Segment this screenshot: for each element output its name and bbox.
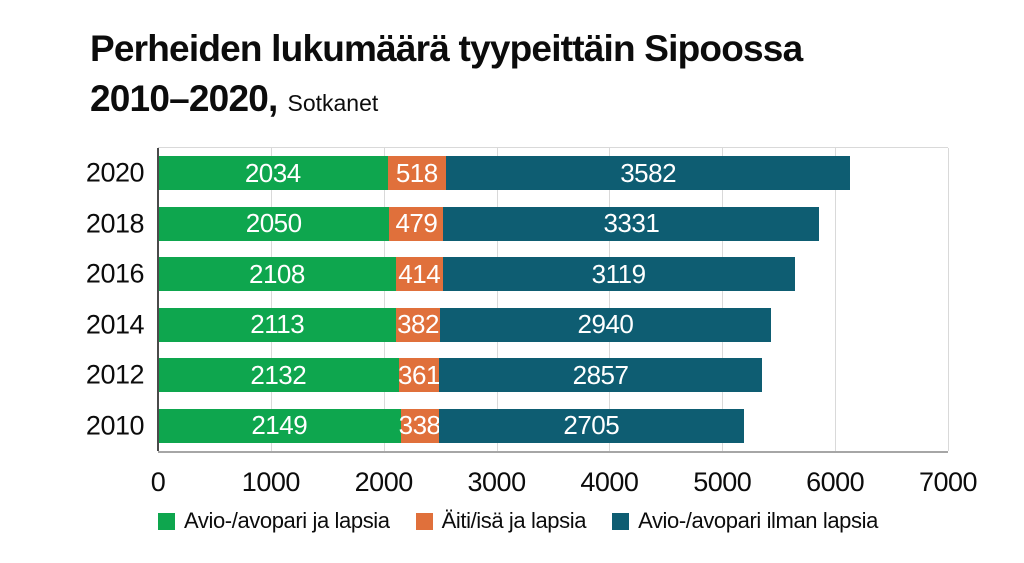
- bar-segment: 479: [389, 206, 444, 241]
- bar-segment: 382: [396, 307, 440, 342]
- x-axis-tick-label: 6000: [806, 467, 865, 497]
- legend-color-swatch: [158, 512, 175, 530]
- bar-segment: 2857: [439, 358, 762, 393]
- bar-value-label: 2108: [249, 258, 305, 289]
- gridline: [948, 148, 949, 451]
- bar-segment: 2132: [158, 358, 399, 393]
- chart-title-line1: Perheiden lukumäärä tyypeittäin Sipoossa: [90, 28, 803, 69]
- legend-item: Avio-/avopari ja lapsia: [158, 508, 390, 534]
- bar-segment: 2113: [158, 307, 397, 342]
- bar-row: 2034 518 3582: [158, 156, 948, 191]
- x-axis-tick-label: 7000: [918, 467, 978, 497]
- gridline: [722, 148, 724, 451]
- stacked-bar: 2149 338 2705: [158, 408, 948, 443]
- bar-segment: 414: [395, 257, 443, 292]
- stacked-bar: 2050 479 3331: [158, 206, 948, 241]
- y-axis-label: 2010: [85, 410, 145, 441]
- bar-value-label: 2050: [245, 208, 302, 239]
- legend-label: Avio-/avopari ilman lapsia: [638, 508, 878, 533]
- x-axis-tick-label: 4000: [580, 467, 639, 497]
- bar-value-label: 2940: [577, 309, 634, 340]
- legend-color-swatch: [415, 512, 433, 530]
- bar-value-label: 2705: [563, 410, 620, 441]
- bar-segment: 2108: [158, 257, 396, 292]
- bar-value-label: 361: [398, 359, 440, 390]
- bar-value-label: 414: [398, 258, 441, 289]
- x-axis-tick-label: 2000: [354, 467, 414, 497]
- bar-segment: 2149: [158, 408, 401, 443]
- legend-color-swatch: [612, 512, 630, 530]
- bar-row: 2149 338 2705: [158, 408, 948, 443]
- legend-label: Äiti/isä ja lapsia: [441, 508, 587, 533]
- gridline: [609, 148, 611, 451]
- y-axis-line: [157, 148, 159, 451]
- bar-segment: 2050: [158, 206, 390, 241]
- bar-value-label: 3119: [591, 258, 646, 289]
- stacked-bar: 2113 382 2940: [158, 307, 948, 342]
- y-axis-label: 2014: [85, 309, 145, 340]
- x-axis-tick-label: 1000: [241, 467, 301, 497]
- bar-segment: 3331: [443, 206, 820, 241]
- bar-segment: 3582: [446, 156, 851, 191]
- bar-row: 2108 414 3119: [158, 257, 948, 292]
- chart-title: Perheiden lukumäärä tyypeittäin Sipoossa…: [90, 24, 803, 128]
- bar-value-label: 2034: [244, 157, 301, 188]
- legend-item: Avio-/avopari ilman lapsia: [612, 508, 878, 534]
- legend-label: Avio-/avopari ja lapsia: [184, 508, 390, 533]
- x-axis-tick-label: 0: [150, 467, 166, 497]
- stacked-bar: 2132 361 2857: [158, 358, 948, 393]
- bar-value-label: 2857: [572, 359, 629, 390]
- chart-title-line2: 2010–2020, Sotkanet: [90, 74, 802, 128]
- x-axis-tick-label: 3000: [467, 467, 527, 497]
- bar-row: 2113 382 2940: [158, 307, 948, 342]
- bar-value-label: 382: [397, 309, 439, 340]
- bar-value-label: 2132: [250, 359, 307, 390]
- y-axis-label: 2018: [85, 208, 145, 239]
- y-axis-label: 2020: [85, 157, 145, 188]
- y-axis-label: 2016: [85, 258, 145, 289]
- plot-area: 0 1000 2000 3000 4000 5000 6000 7000 2034 518 3582…: [86, 147, 978, 497]
- bar-value-label: 3582: [620, 157, 677, 188]
- bar-value-label: 518: [395, 157, 438, 188]
- bar-value-label: 2113: [250, 309, 305, 340]
- chart-title-years: 2010–2020,: [90, 78, 278, 119]
- gridline: [496, 148, 498, 451]
- chart-source-label: Sotkanet: [287, 90, 379, 116]
- gridline: [835, 148, 837, 451]
- bar-segment: 3119: [442, 257, 795, 292]
- x-axis-tick-label: 5000: [693, 467, 752, 497]
- bar-value-label: 479: [395, 208, 438, 239]
- bar-segment: 338: [398, 408, 441, 443]
- stacked-bar: 2034 518 3582: [158, 156, 948, 191]
- bar-segment: 361: [398, 358, 440, 393]
- stacked-bar: 2108 414 3119: [158, 257, 948, 292]
- gridline: [383, 148, 385, 451]
- bar-segment: 518: [387, 156, 446, 191]
- bar-segment: 2705: [438, 408, 744, 443]
- gridline: [270, 148, 272, 451]
- bar-row: 2132 361 2857: [158, 358, 948, 393]
- bar-value-label: 338: [398, 410, 441, 441]
- bar-segment: 2940: [439, 307, 772, 342]
- bar-value-label: 2149: [251, 410, 308, 441]
- chart-legend: Avio-/avopari ja lapsia Äiti/isä ja lapsi…: [158, 508, 878, 534]
- y-axis-label: 2012: [85, 359, 145, 390]
- bar-row: 2050 479 3331: [158, 206, 948, 241]
- legend-item: Äiti/isä ja lapsia: [415, 508, 587, 534]
- bar-value-label: 3331: [603, 208, 660, 239]
- bar-segment: 2034: [158, 156, 388, 191]
